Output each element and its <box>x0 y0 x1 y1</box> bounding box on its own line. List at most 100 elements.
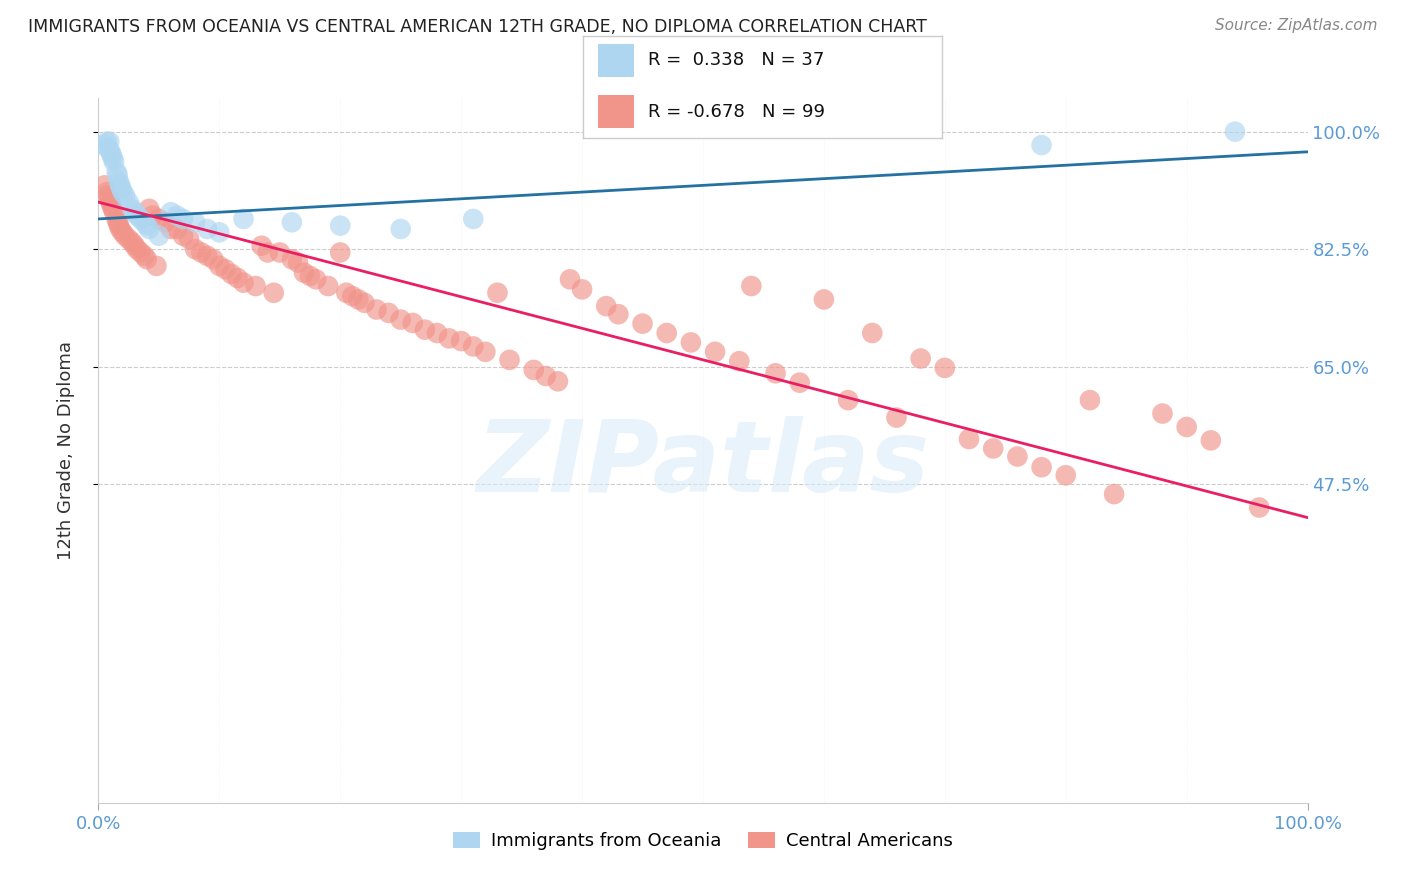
Point <box>486 285 509 300</box>
Point <box>740 279 762 293</box>
Point <box>347 293 370 307</box>
Point <box>138 222 160 236</box>
Point <box>860 326 883 340</box>
Point <box>96 185 118 199</box>
Point <box>208 259 231 273</box>
Point <box>184 242 207 256</box>
Point <box>426 326 449 340</box>
Point <box>221 267 243 281</box>
Point <box>256 245 278 260</box>
Point <box>101 152 124 166</box>
Point <box>129 245 152 260</box>
Point <box>103 154 125 169</box>
Point <box>655 326 678 340</box>
Point <box>1175 420 1198 434</box>
Point <box>195 222 218 236</box>
Point <box>226 271 249 285</box>
Point <box>127 242 149 256</box>
Point <box>463 211 485 226</box>
Point <box>269 245 291 260</box>
Point <box>534 368 557 383</box>
Point <box>105 211 128 226</box>
Point <box>571 282 593 296</box>
Point <box>195 249 218 263</box>
Point <box>118 232 141 246</box>
Point <box>886 410 908 425</box>
Point <box>145 259 167 273</box>
Text: R =  0.338   N = 37: R = 0.338 N = 37 <box>648 52 824 70</box>
Point <box>981 442 1004 456</box>
Point <box>413 323 436 337</box>
Point <box>316 279 339 293</box>
Point <box>160 205 183 219</box>
Point <box>1031 138 1053 153</box>
Point <box>281 215 304 229</box>
Point <box>329 219 352 233</box>
Legend: Immigrants from Oceania, Central Americans: Immigrants from Oceania, Central America… <box>446 824 960 857</box>
Point <box>184 215 207 229</box>
Point <box>124 205 146 219</box>
Point <box>789 376 811 390</box>
Point <box>108 219 131 233</box>
Point <box>134 249 156 263</box>
Point <box>704 344 727 359</box>
Point <box>305 272 328 286</box>
Point <box>101 202 124 216</box>
Point <box>172 228 194 243</box>
Point <box>245 279 267 293</box>
Point <box>108 222 131 236</box>
Point <box>281 252 304 267</box>
Point <box>1031 460 1053 475</box>
Point <box>631 317 654 331</box>
Point <box>93 178 115 193</box>
Point <box>679 335 702 350</box>
Point <box>335 285 357 300</box>
Point <box>129 211 152 226</box>
Point <box>353 295 375 310</box>
Point <box>595 299 617 313</box>
Point <box>957 432 980 446</box>
Point <box>208 225 231 239</box>
Point <box>1152 407 1174 421</box>
Point <box>389 222 412 236</box>
Text: ZIPatlas: ZIPatlas <box>477 416 929 513</box>
Point <box>837 393 859 408</box>
Point <box>93 138 115 153</box>
Point <box>108 175 131 189</box>
Point <box>463 339 485 353</box>
Point <box>250 239 273 253</box>
Point <box>105 165 128 179</box>
Point <box>934 360 956 375</box>
Point <box>813 293 835 307</box>
Point <box>108 178 131 193</box>
Point <box>1223 125 1246 139</box>
Point <box>138 202 160 216</box>
Point <box>498 352 520 367</box>
Point <box>166 222 188 236</box>
Point <box>148 211 170 226</box>
Text: IMMIGRANTS FROM OCEANIA VS CENTRAL AMERICAN 12TH GRADE, NO DIPLOMA CORRELATION C: IMMIGRANTS FROM OCEANIA VS CENTRAL AMERI… <box>28 18 927 36</box>
Point <box>127 209 149 223</box>
Point <box>292 266 315 280</box>
Point <box>437 331 460 345</box>
Point <box>202 252 225 267</box>
Point <box>98 135 121 149</box>
Point <box>607 307 630 321</box>
Text: Source: ZipAtlas.com: Source: ZipAtlas.com <box>1215 18 1378 33</box>
Point <box>110 182 132 196</box>
FancyBboxPatch shape <box>598 44 634 77</box>
Point <box>214 262 236 277</box>
Point <box>1054 468 1077 483</box>
Point <box>121 202 143 216</box>
Point <box>97 141 120 155</box>
Point <box>148 228 170 243</box>
Point <box>96 135 118 149</box>
Point <box>111 185 134 199</box>
Point <box>1078 393 1101 408</box>
Point <box>377 306 399 320</box>
Point <box>100 195 122 210</box>
Point <box>114 188 136 202</box>
Point <box>329 245 352 260</box>
Point <box>142 209 165 223</box>
Point <box>160 222 183 236</box>
